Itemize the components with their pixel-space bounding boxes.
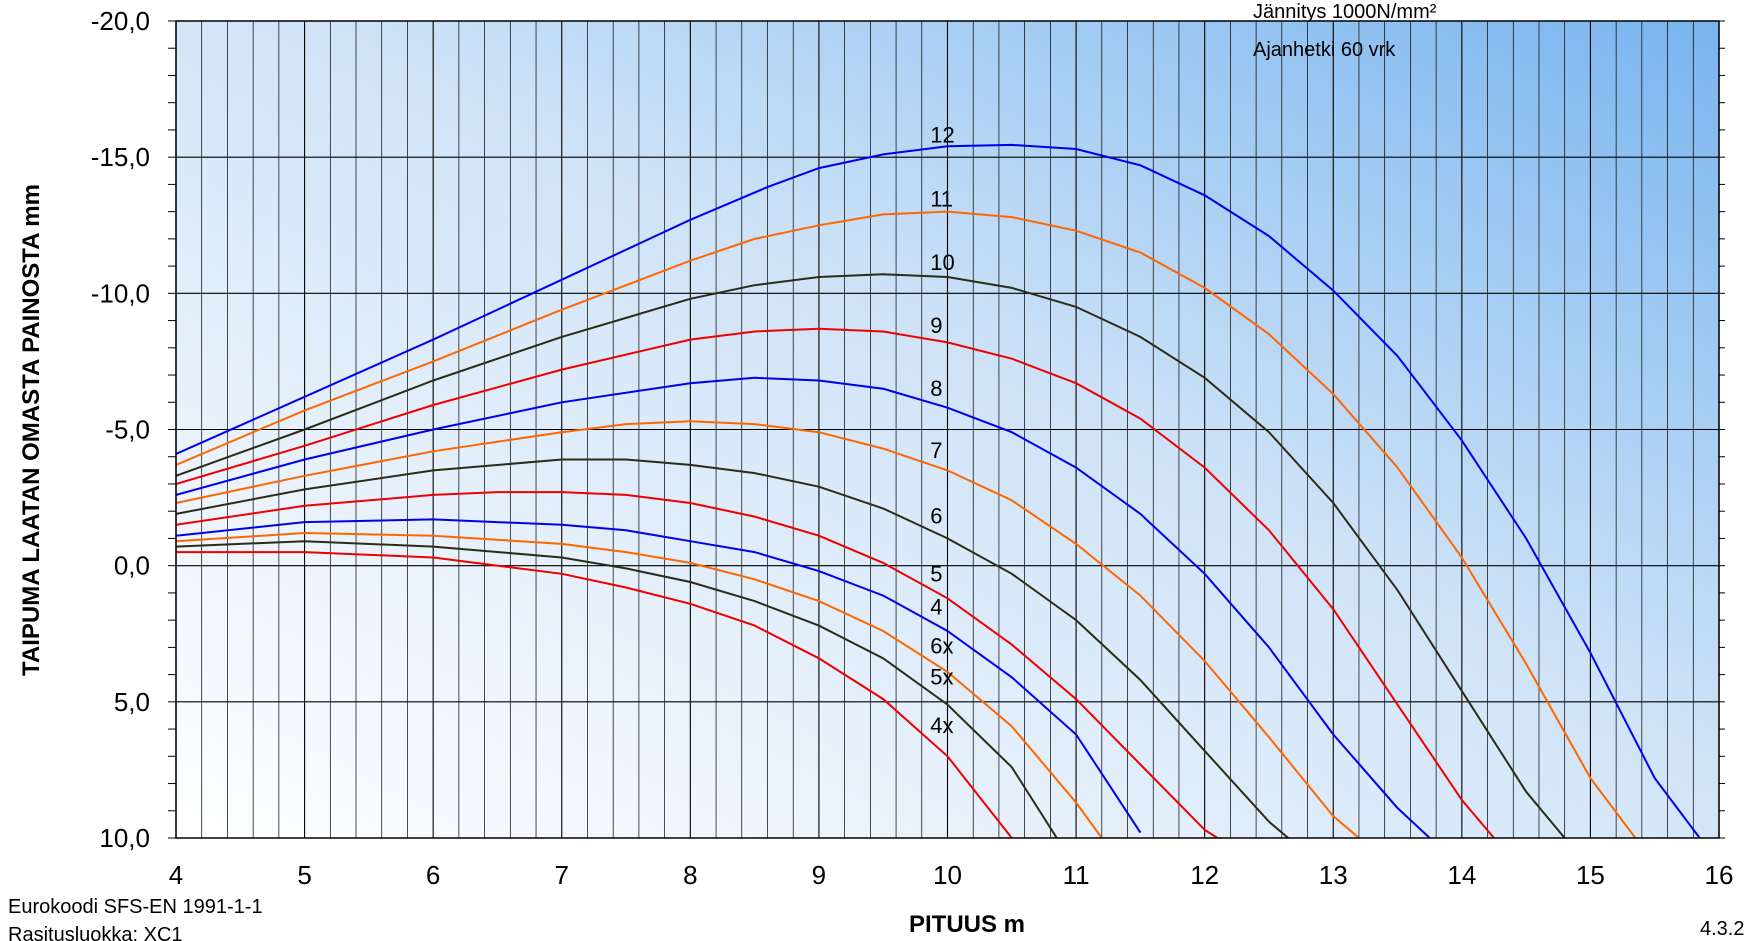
series-line-4x	[176, 551, 1013, 838]
x-tick-label: 5	[297, 860, 311, 890]
y-tick-label: -15,0	[91, 142, 150, 172]
curve-labels: 12 11 10 9 8 7 6 5 4 6x 5x 4x	[930, 123, 954, 738]
series-line-6x	[176, 531, 1103, 838]
x-tick-label: 16	[1705, 860, 1734, 890]
plot-frame	[175, 20, 1720, 839]
series-line-6	[176, 458, 1289, 838]
series-line-12	[176, 143, 1701, 838]
curve-label-11: 11	[930, 186, 953, 211]
y-tick-label: -5,0	[105, 415, 150, 445]
series-line-4	[176, 518, 1142, 834]
x-tick-label: 12	[1190, 860, 1219, 890]
y-tick-labels: -20,0 -15,0 -10,0 -5,0 0,0 5,0 10,0	[91, 6, 150, 853]
series-line-9	[176, 327, 1495, 838]
page-number: 4.3.2	[1700, 918, 1744, 940]
curve-label-4: 4	[930, 594, 942, 619]
curve-label-7: 7	[930, 438, 942, 463]
curve-label-5x: 5x	[930, 665, 953, 690]
curve-label-9: 9	[930, 313, 942, 338]
y-minor-ticks	[168, 20, 1725, 839]
x-tick-labels: 4 5 6 7 8 9 10 11 12 13 14 15 16	[169, 860, 1734, 890]
annotation-stress: Jännitys 1000N/mm²	[1253, 1, 1437, 23]
curve-label-5: 5	[930, 562, 942, 587]
y-axis-title: TAIPUMA LAATAN OMASTA PAINOSTA mm	[18, 184, 45, 676]
x-tick-label: 8	[683, 860, 697, 890]
y-tick-label: -20,0	[91, 6, 150, 36]
curve-label-6: 6	[930, 503, 942, 528]
curve-label-8: 8	[930, 376, 942, 401]
x-tick-label: 15	[1576, 860, 1605, 890]
x-axis-title: PITUUS m	[909, 911, 1025, 938]
series-line-8	[176, 376, 1431, 838]
series-line-5x	[176, 540, 1058, 838]
x-tick-label: 10	[933, 860, 962, 890]
series-line-5	[176, 491, 1219, 838]
curve-label-4x: 4x	[930, 713, 953, 738]
y-tick-label: 10,0	[99, 823, 150, 853]
y-tick-label: 5,0	[114, 687, 150, 717]
footer-standard: Eurokoodi SFS-EN 1991-1-1	[8, 896, 263, 918]
curve-label-6x: 6x	[930, 634, 953, 659]
x-tick-label: 11	[1063, 860, 1090, 890]
series-line-11	[176, 210, 1637, 838]
curve-label-10: 10	[930, 250, 954, 275]
x-tick-label: 14	[1447, 860, 1476, 890]
annotation-time: Ajanhetki 60 vrk	[1253, 39, 1396, 61]
footer-exposure-class: Rasitusluokka: XC1	[8, 924, 183, 941]
curve-label-12: 12	[930, 123, 954, 148]
x-tick-label: 7	[555, 860, 569, 890]
x-tick-label: 9	[812, 860, 826, 890]
y-tick-label: -10,0	[91, 278, 150, 308]
series-line-7	[176, 420, 1360, 838]
series-line-10	[176, 273, 1566, 838]
x-tick-label: 13	[1319, 860, 1348, 890]
series-group	[176, 143, 1701, 838]
x-tick-label: 4	[169, 860, 183, 890]
x-tick-label: 6	[426, 860, 440, 890]
y-tick-label: 0,0	[114, 551, 150, 581]
